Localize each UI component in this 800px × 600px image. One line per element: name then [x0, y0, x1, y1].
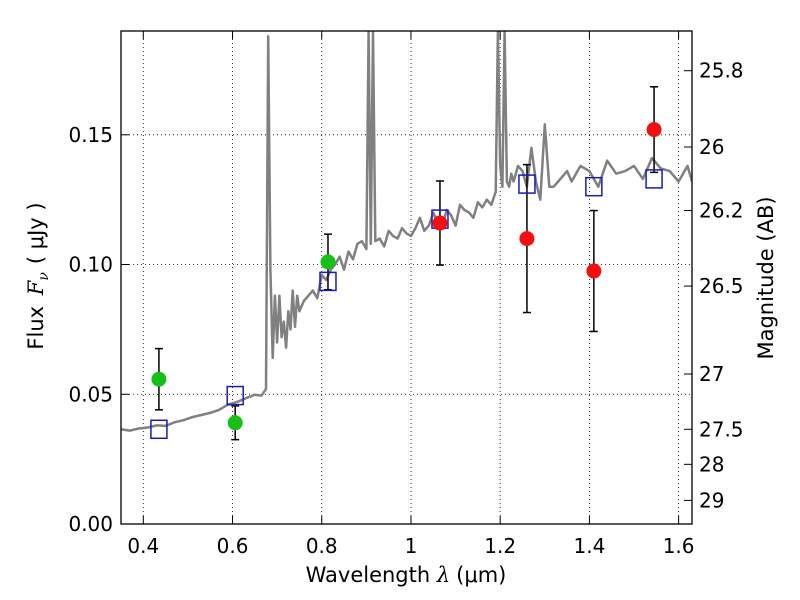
y2-axis-title: Magnitude (AB): [754, 196, 778, 359]
y-tick-label: 0.05: [68, 382, 113, 406]
y2-tick-label: 25.8: [699, 59, 744, 83]
spectrum-line: [121, 31, 692, 432]
x-tick-label: 1.4: [573, 534, 605, 558]
y-tick-label: 0.15: [68, 123, 113, 147]
x-axis-title-unit: (μm): [456, 563, 506, 587]
x-axis-title-lambda: λ: [436, 563, 450, 587]
y-axis-title: Flux Fν ( μJy ): [24, 202, 52, 349]
y2-tick-label: 26: [699, 135, 724, 159]
x-axis-title: Wavelength λ (μm): [306, 563, 507, 587]
grid-lines: [121, 31, 692, 525]
data-point: [432, 215, 448, 231]
x-tick-label: 0.6: [217, 534, 249, 558]
y-tick-label: 0.00: [68, 512, 113, 536]
data-point: [227, 415, 243, 431]
y2-tick-label: 27: [699, 362, 724, 386]
model-square-marker: [645, 169, 663, 189]
model-square-marker: [585, 176, 603, 197]
y2-tick-label: 27.5: [699, 417, 744, 441]
y-tick-label: 0.10: [68, 253, 113, 277]
y2-tick-label: 26.5: [699, 274, 744, 298]
y-axis-title-subscript: ν: [36, 272, 52, 281]
x-tick-label: 0.8: [306, 534, 338, 558]
series-layer: [121, 31, 692, 441]
x-axis-title-prefix: Wavelength: [306, 563, 437, 587]
model-square-marker: [319, 271, 337, 292]
model-square-marker: [150, 419, 168, 440]
plot-frame: [120, 30, 693, 525]
y-axis-title-symbol: F: [24, 279, 48, 296]
data-point: [646, 122, 662, 138]
axis-ticks: 0.4 0.6 0.8 1 1.2 1.4 1.6 0.00 0.05 0.10 0.15 25.8 2…: [68, 31, 744, 558]
y2-tick-label: 28: [699, 452, 724, 476]
x-tick-label: 1.6: [663, 534, 695, 558]
y-axis-title-unit: ( μJy ): [24, 202, 48, 264]
data-point: [151, 371, 167, 387]
x-tick-label: 1: [405, 534, 418, 558]
model-square-marker: [226, 385, 244, 406]
y-axis-title-prefix: Flux: [24, 299, 48, 349]
x-tick-label: 0.4: [127, 534, 159, 558]
y2-tick-label: 29: [699, 488, 724, 512]
data-point: [519, 231, 535, 247]
y2-tick-label: 26.2: [699, 199, 744, 223]
model-square-marker: [518, 174, 536, 194]
data-point: [320, 254, 336, 270]
data-point: [586, 263, 602, 279]
x-tick-label: 1.2: [484, 534, 516, 558]
